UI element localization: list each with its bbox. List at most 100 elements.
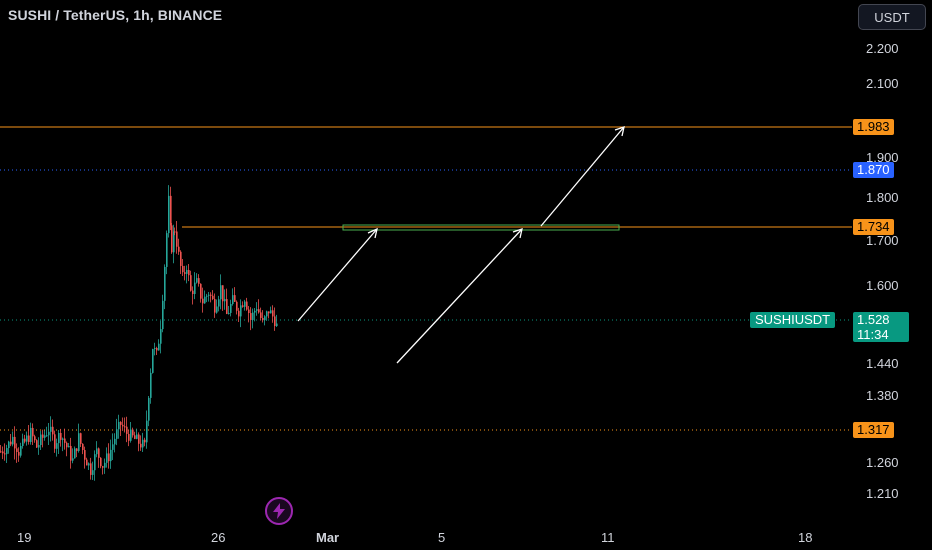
candle-body bbox=[222, 285, 224, 302]
candle-body bbox=[116, 429, 118, 439]
price-tag-resistance-top: 1.983 bbox=[853, 119, 894, 135]
candle-body bbox=[182, 265, 184, 273]
currency-button[interactable]: USDT bbox=[858, 4, 926, 30]
candle-body bbox=[192, 290, 194, 295]
candle-body bbox=[86, 459, 88, 466]
price-tag-support: 1.317 bbox=[853, 422, 894, 438]
candle-body bbox=[254, 310, 256, 313]
candle-body bbox=[58, 432, 60, 444]
candle-body bbox=[274, 316, 276, 327]
candle-body bbox=[118, 421, 120, 430]
candle-body bbox=[48, 431, 50, 436]
price-tag-resistance-mid: 1.734 bbox=[853, 219, 894, 235]
projection-arrow-3[interactable] bbox=[540, 126, 625, 227]
candle-body bbox=[244, 301, 246, 307]
candle-body bbox=[62, 438, 64, 440]
candle-body bbox=[164, 266, 166, 301]
candle-body bbox=[174, 231, 176, 233]
lightning-icon[interactable] bbox=[265, 497, 293, 525]
symbol-title[interactable]: SUSHI / TetherUS, 1h, BINANCE bbox=[8, 7, 223, 23]
candle-body bbox=[60, 432, 62, 440]
candle-body bbox=[26, 435, 28, 442]
candle-body bbox=[228, 312, 230, 314]
candle-body bbox=[218, 299, 220, 307]
candle-body bbox=[102, 466, 104, 468]
candle-body bbox=[106, 453, 108, 463]
candle-body bbox=[188, 269, 190, 276]
last-price-value: 1.528 bbox=[857, 312, 890, 327]
price-tick: 1.700 bbox=[866, 233, 899, 248]
candle-body bbox=[108, 453, 110, 462]
price-tag-session-high: 1.870 bbox=[853, 162, 894, 178]
candle-body bbox=[34, 436, 36, 441]
candle-body bbox=[64, 438, 66, 443]
candle-body bbox=[42, 434, 44, 438]
candle-body bbox=[38, 444, 40, 448]
projection-arrow-1[interactable] bbox=[297, 227, 378, 322]
target-zone[interactable] bbox=[342, 224, 620, 231]
candle-body bbox=[210, 294, 212, 296]
time-tick: 11 bbox=[601, 530, 615, 545]
candle-body bbox=[50, 426, 52, 432]
time-tick: 5 bbox=[438, 530, 446, 545]
candle-countdown: 11:34 bbox=[857, 327, 889, 342]
candle-body bbox=[148, 397, 150, 421]
candle-body bbox=[268, 311, 270, 314]
candle-body bbox=[24, 438, 26, 442]
candle-body bbox=[56, 443, 58, 449]
candle-body bbox=[138, 434, 140, 444]
candle-body bbox=[160, 329, 162, 344]
candle-body bbox=[144, 439, 146, 443]
candle-body bbox=[8, 441, 10, 449]
candle-body bbox=[130, 429, 132, 441]
candle-body bbox=[158, 343, 160, 351]
candle-body bbox=[32, 427, 34, 437]
candle-body bbox=[212, 295, 214, 300]
price-tick: 2.200 bbox=[866, 41, 899, 56]
symbol-label: SUSHIUSDT bbox=[750, 312, 836, 328]
candle-body bbox=[184, 272, 186, 274]
time-tick: 19 bbox=[17, 530, 32, 545]
candle-body bbox=[171, 225, 173, 253]
candle-body bbox=[52, 426, 54, 435]
price-tick: 1.800 bbox=[866, 190, 899, 205]
candlestick-series bbox=[0, 185, 278, 481]
candle-body bbox=[200, 283, 202, 299]
candle-body bbox=[150, 372, 152, 398]
candle-body bbox=[72, 458, 74, 461]
projection-arrow-2[interactable] bbox=[396, 228, 523, 364]
candle-body bbox=[40, 434, 42, 445]
candle-body bbox=[170, 195, 172, 226]
candle-body bbox=[80, 433, 82, 444]
candle-body bbox=[122, 424, 124, 427]
candle-body bbox=[260, 312, 262, 318]
candle-body bbox=[4, 453, 6, 455]
time-tick: 18 bbox=[798, 530, 813, 545]
candle-body bbox=[262, 317, 264, 321]
candle-body bbox=[178, 246, 180, 252]
candle-body bbox=[154, 347, 156, 350]
candle-body bbox=[112, 444, 114, 450]
candle-body bbox=[240, 305, 242, 317]
candle-body bbox=[270, 310, 272, 314]
candle-body bbox=[162, 300, 164, 330]
candle-body bbox=[186, 269, 188, 274]
candle-body bbox=[220, 285, 222, 300]
candle-body bbox=[250, 313, 252, 320]
candle-body bbox=[124, 426, 126, 428]
candle-body bbox=[100, 457, 102, 467]
candle-body bbox=[234, 295, 236, 302]
candle-body bbox=[216, 306, 218, 313]
candle-body bbox=[18, 452, 20, 456]
candle-body bbox=[14, 436, 16, 449]
price-tick: 2.100 bbox=[866, 76, 899, 91]
candle-body bbox=[66, 442, 68, 448]
candle-body bbox=[44, 435, 46, 438]
candle-body bbox=[120, 421, 122, 425]
candle-body bbox=[12, 436, 14, 445]
candle-body bbox=[114, 438, 116, 445]
last-price-tag: 1.528 11:34 bbox=[853, 312, 909, 342]
candle-body bbox=[22, 438, 24, 447]
candle-body bbox=[168, 195, 170, 234]
